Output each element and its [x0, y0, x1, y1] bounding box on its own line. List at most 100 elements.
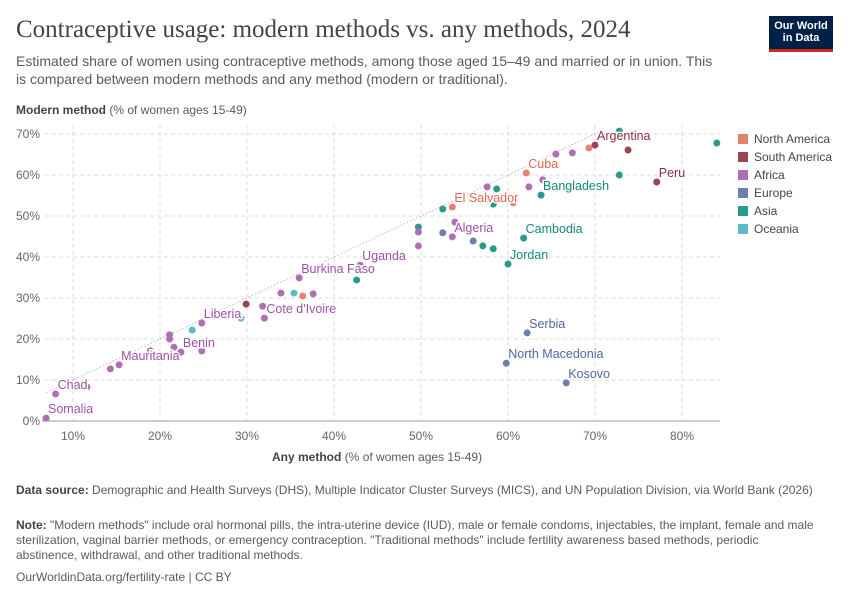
data-point: [242, 300, 250, 308]
legend-label: Europe: [754, 186, 793, 200]
data-point: [469, 237, 477, 245]
data-point: [448, 233, 456, 241]
data-point: [126, 352, 134, 360]
y-tick-label: 50%: [16, 209, 40, 223]
point-label: El Salvador: [454, 191, 518, 205]
data-point: [188, 326, 196, 334]
data-point: [439, 229, 447, 237]
point-label: Algeria: [454, 221, 493, 235]
point-label: Liberia: [204, 307, 242, 321]
data-point: [653, 178, 661, 186]
x-tick-label: 30%: [235, 429, 259, 443]
x-tick-label: 20%: [148, 429, 172, 443]
point-label: North Macedonia: [508, 347, 603, 361]
data-point: [259, 302, 267, 310]
note-label: Note:: [16, 518, 47, 532]
data-point: [615, 127, 623, 135]
data-point: [537, 191, 545, 199]
legend-label: Asia: [754, 204, 778, 218]
legend-item[interactable]: Oceania: [738, 220, 832, 238]
legend-swatch: [738, 134, 748, 144]
data-point: [552, 150, 560, 158]
y-axis-label-unit: (% of women ages 15-49): [109, 103, 247, 117]
point-label: Cote d'Ivoire: [266, 302, 336, 316]
data-point: [106, 365, 114, 373]
chart-subtitle: Estimated share of women using contracep…: [16, 53, 713, 87]
legend-label: Oceania: [754, 222, 799, 236]
data-point: [177, 348, 185, 356]
data-point: [309, 290, 317, 298]
point-label: Jordan: [510, 248, 548, 262]
data-point: [520, 234, 528, 242]
data-point: [483, 183, 491, 191]
point-label: Benin: [183, 336, 215, 350]
source-label: Data source:: [16, 483, 89, 497]
y-tick-label: 60%: [16, 168, 40, 182]
data-point: [615, 171, 623, 179]
data-point: [605, 131, 613, 139]
data-point: [146, 347, 154, 355]
point-label: Cambodia: [526, 222, 583, 236]
legend-item[interactable]: North America: [738, 130, 832, 148]
legend-item[interactable]: Africa: [738, 166, 832, 184]
data-point: [525, 183, 533, 191]
data-point: [451, 218, 459, 226]
data-point: [42, 414, 50, 422]
x-tick-label: 40%: [322, 429, 346, 443]
data-point: [489, 245, 497, 253]
data-source: Data source: Demographic and Health Surv…: [16, 483, 821, 498]
y-axis-label: Modern method (% of women ages 15-49): [16, 103, 247, 117]
data-point: [198, 347, 206, 355]
data-point: [493, 185, 501, 193]
x-tick-label: 50%: [409, 429, 433, 443]
data-point: [585, 144, 593, 152]
y-tick-label: 30%: [16, 291, 40, 305]
y-tick-label: 70%: [16, 127, 40, 141]
footer-url[interactable]: OurWorldinData.org/fertility-rate | CC B…: [16, 570, 232, 584]
data-point: [504, 260, 512, 268]
note: Note: "Modern methods" include oral horm…: [16, 518, 821, 563]
data-point: [439, 205, 447, 213]
data-point: [479, 242, 487, 250]
data-point: [52, 390, 60, 398]
legend-swatch: [738, 170, 748, 180]
data-point: [562, 379, 570, 387]
y-tick-label: 20%: [16, 332, 40, 346]
x-tick-label: 80%: [670, 429, 694, 443]
data-point: [83, 383, 91, 391]
data-point: [414, 242, 422, 250]
legend-label: Africa: [754, 168, 785, 182]
data-point: [170, 343, 178, 351]
x-axis-label-unit: (% of women ages 15-49): [344, 450, 483, 464]
legend-item[interactable]: Europe: [738, 184, 832, 202]
logo-line1: Our World: [774, 20, 828, 32]
legend-item[interactable]: South America: [738, 148, 832, 166]
owid-logo[interactable]: Our World in Data: [769, 16, 833, 52]
legend: North America South America Africa Europe As…: [738, 130, 832, 238]
legend-swatch: [738, 224, 748, 234]
chart-title: Contraceptive usage: modern methods vs. …: [16, 16, 631, 43]
point-label: Uganda: [362, 249, 406, 263]
point-label: Chad: [58, 378, 88, 392]
data-point: [166, 335, 174, 343]
y-axis-label-bold: Modern method: [16, 103, 106, 117]
data-point: [295, 274, 303, 282]
data-point: [591, 141, 599, 149]
point-label: Serbia: [529, 317, 565, 331]
x-tick-label: 60%: [496, 429, 520, 443]
note-text: "Modern methods" include oral hormonal p…: [16, 518, 814, 562]
data-point: [568, 149, 576, 157]
data-point: [414, 228, 422, 236]
point-label: Bangladesh: [543, 179, 609, 193]
y-tick-label: 10%: [16, 373, 40, 387]
data-point: [448, 203, 456, 211]
legend-swatch: [738, 188, 748, 198]
point-label: Cuba: [528, 157, 558, 171]
legend-swatch: [738, 206, 748, 216]
legend-swatch: [738, 152, 748, 162]
legend-item[interactable]: Asia: [738, 202, 832, 220]
point-label: Somalia: [48, 402, 93, 416]
data-point: [237, 314, 245, 322]
data-point: [523, 329, 531, 337]
